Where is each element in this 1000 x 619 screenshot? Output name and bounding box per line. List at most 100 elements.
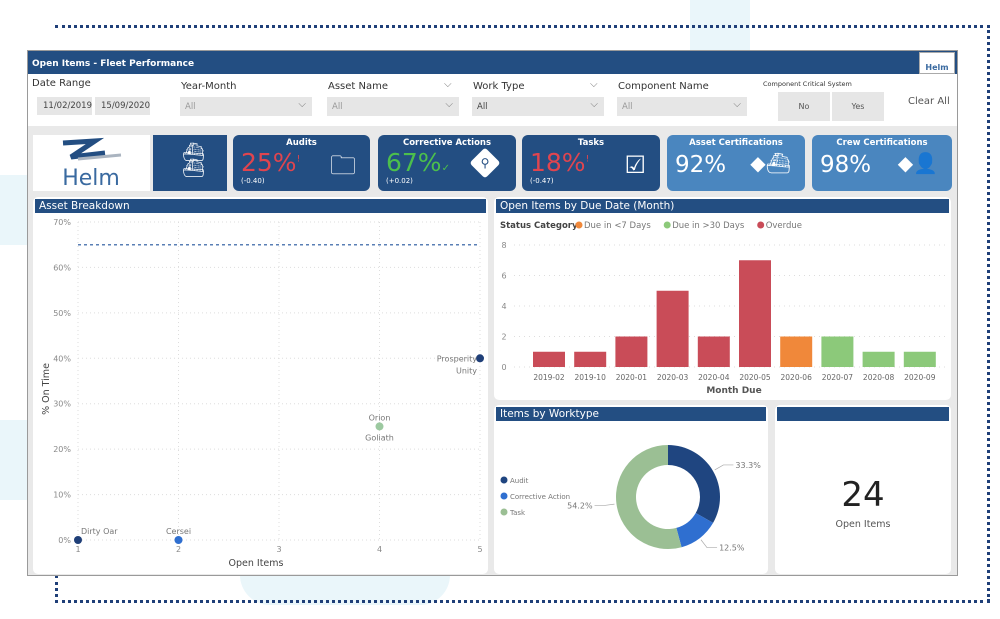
work-type-select[interactable]: All ⌵ [472,97,604,116]
chevron-down-icon: ⌵ [590,99,598,110]
chevron-down-icon: ⌵ [445,99,453,110]
kpi-tasks[interactable]: Tasks 18%! (-0.47) ☑ [522,135,660,191]
bar [533,351,565,367]
kpi-delta: (+0.02) [386,177,413,185]
chevron-down-icon: ⌵ [733,99,741,110]
scatter-point [476,354,484,363]
point-label: Unity [456,366,477,375]
folder-icon: 🗀 [329,151,356,181]
y-tick-label: 40% [53,354,71,363]
kpi-title: Crew Certifications [836,138,928,148]
svg-text:Helm: Helm [62,166,120,191]
open-items-count: 24 [841,475,885,515]
x-tick-label: 2020-09 [904,373,936,382]
component-name-select[interactable]: All ⌵ [617,97,747,116]
x-axis-label: Open Items [229,558,284,569]
year-month-select[interactable]: All ⌵ [180,97,312,116]
leader-line [700,539,718,549]
date-to-input[interactable]: 15/09/2020 [95,97,150,115]
y-tick-label: 70% [53,218,71,227]
bar [739,260,771,367]
kpi-delta: (-0.40) [241,177,265,185]
x-tick-label: 1 [75,545,80,554]
dotted-frame [55,575,990,603]
legend-title: Status Category [500,221,578,231]
x-tick-label: 2020-06 [781,373,813,382]
kpi-corrective-actions[interactable]: Corrective Actions 67%✓ (+0.02) ⚲ [378,135,516,191]
point-label: Dirty Oar [81,527,118,536]
y-tick-label: 50% [53,309,71,318]
kpi-value: 67%✓ [386,148,450,177]
kpi-title: Corrective Actions [402,138,492,148]
critical-system-label: Component Critical System [763,80,852,88]
title-bar: Open Items - Fleet Performance Helm [28,51,957,74]
ship-warning-icon: ◆⛴ [750,151,791,175]
x-tick-label: 2020-01 [616,373,648,382]
x-tick-label: 2020-03 [657,373,689,382]
kpi-value: 18%! [530,148,590,177]
x-tick-label: 4 [377,545,382,554]
legend-label: Due in >30 Days [672,221,745,231]
background-shape [0,175,28,245]
kpi-delta: (-0.47) [530,177,554,185]
y-tick-label: 0% [58,536,71,545]
bar [862,351,895,367]
x-tick-label: 2019-10 [575,373,607,382]
y-tick-label: 2 [501,333,506,342]
dashboard: Open Items - Fleet Performance Helm Date… [27,50,958,576]
page-title: Open Items - Fleet Performance [32,59,195,69]
legend-label: Audit [510,477,529,485]
date-from-input[interactable]: 11/02/2019 [37,97,92,115]
clear-all-button[interactable]: Clear All [908,96,950,107]
asset-name-select[interactable]: All ⌵ [327,97,459,116]
chevron-down-icon[interactable]: ⌵ [590,79,598,90]
x-tick-label: 3 [276,545,281,554]
kpi-crew-certifications[interactable]: Crew Certifications 98% ◆👤 [812,135,952,191]
helm-logo: Helm [919,52,955,74]
legend-marker [757,221,765,229]
open-items-card: 24 Open Items [775,405,951,574]
critical-yes-button[interactable]: Yes [832,92,884,121]
y-tick-label: 10% [53,491,71,500]
y-tick-label: 4 [501,302,506,311]
chevron-down-icon[interactable]: ⌵ [444,79,452,90]
x-tick-label: 2020-08 [863,373,895,382]
leader-line [714,464,734,471]
legend-marker [500,508,508,516]
legend-label: Task [509,509,526,517]
scatter-chart[interactable]: 0% 10% 20% 30% 40% 50% 60% 70% 1 2 3 4 5 Open Items % … [33,214,488,574]
critical-no-button[interactable]: No [778,92,830,121]
scatter-point [174,536,183,544]
person-warning-icon: ◆👤 [897,151,938,175]
bar-chart[interactable]: Status Category Due in <7 Days Due in >30 … [494,214,951,400]
x-tick-label: 2 [176,545,181,554]
y-axis-label: % On Time [41,363,52,415]
search-diamond-icon: ⚲ [469,147,501,179]
y-tick-label: 6 [501,272,506,281]
worktype-panel: Items by Worktype 33.3% Audit 12.5% Correct… [494,405,768,574]
kpi-title: Audits [286,138,317,148]
fleet-button[interactable]: ⛴ ⛴ [153,135,227,191]
open-items-label: Open Items [835,519,891,530]
y-tick-label: 8 [501,241,506,250]
donut-slice [616,445,682,549]
bar [697,336,730,367]
kpi-asset-certifications[interactable]: Asset Certifications 92% ◆⛴ [667,135,805,191]
legend-marker [500,492,508,500]
background-shape [0,420,28,500]
scatter-point [74,536,82,544]
y-tick-label: 20% [53,445,71,454]
kpi-audits[interactable]: Audits 25%! (-0.40) 🗀 [233,135,370,191]
slice-label: 12.5% [719,544,745,553]
check-stack-icon: ☑ [624,151,646,179]
slice-label: 54.2% [567,501,593,510]
x-axis-label: Month Due [706,386,761,396]
kpi-value: 25%! [241,148,301,177]
filter-bar: Date Range 11/02/2019 15/09/2020 Year-Mo… [28,74,957,126]
x-tick-label: 2020-04 [698,373,730,382]
x-tick-label: 5 [477,545,482,554]
legend-marker [575,221,583,229]
due-date-panel: Open Items by Due Date (Month) Status Ca… [494,197,951,400]
bar [780,336,813,367]
